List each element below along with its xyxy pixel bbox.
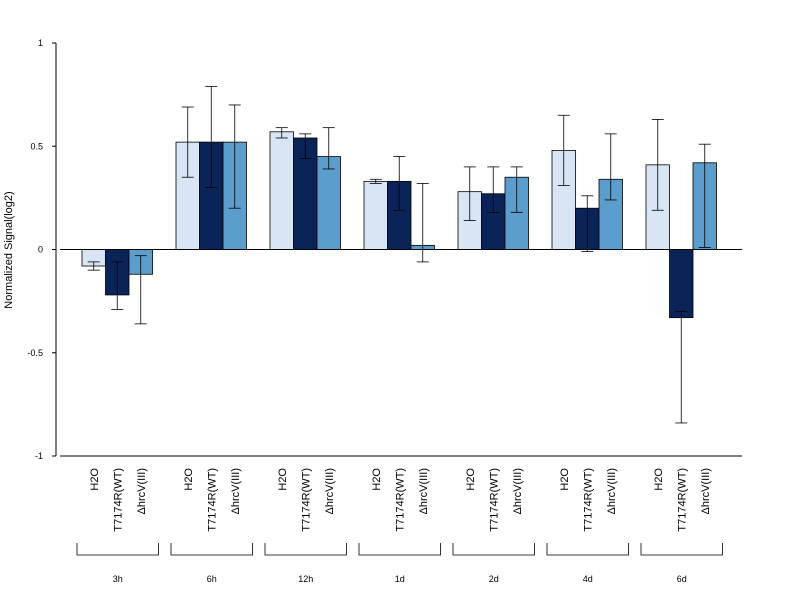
y-axis: 1 0.5 0 -0.5 -1: [27, 38, 57, 461]
bar-6d-1: [669, 249, 694, 319]
x-category-label: T7174R(WT): [394, 468, 406, 532]
group-label-1d: 1d: [395, 574, 405, 584]
y-tick-label: 0.5: [30, 141, 43, 151]
group-brackets: 3h 6h 12h 1d 2d 4d 6d: [76, 543, 723, 584]
error-bars: [87, 85, 711, 424]
x-category-label: ΔhrcV(III): [606, 468, 618, 514]
group-label-6h: 6h: [207, 574, 217, 584]
x-category-label: ΔhrcV(III): [230, 468, 242, 514]
bar-1d-0: [363, 180, 388, 250]
x-category-label: T7174R(WT): [488, 468, 500, 532]
x-category-label: ΔhrcV(III): [700, 468, 712, 514]
x-category-label: T7174R(WT): [112, 468, 124, 532]
group-label-3h: 3h: [113, 574, 123, 584]
x-category-label: T7174R(WT): [676, 468, 688, 532]
x-category-label: ΔhrcV(III): [324, 468, 336, 514]
x-category-label: T7174R(WT): [206, 468, 218, 532]
group-label-6d: 6d: [677, 574, 687, 584]
y-axis-label: Normalized Signal(log2): [3, 191, 15, 308]
bar-12h-2: [316, 156, 341, 250]
y-tick-label: -1: [35, 451, 43, 461]
zero-line: [60, 249, 742, 457]
group-label-12h: 12h: [298, 574, 313, 584]
x-category-label: T7174R(WT): [300, 468, 312, 532]
bar-12h-0: [269, 131, 294, 250]
group-bracket: [546, 543, 629, 556]
x-category-label: ΔhrcV(III): [136, 468, 148, 514]
group-bracket: [76, 543, 159, 556]
group-bracket: [640, 543, 723, 556]
x-category-label: H2O: [371, 468, 383, 491]
x-category-label: ΔhrcV(III): [512, 468, 524, 514]
x-category-label: H2O: [183, 468, 195, 491]
group-bracket: [358, 543, 441, 556]
y-tick-label: 1: [38, 38, 43, 48]
group-bracket: [452, 543, 535, 556]
group-bracket: [170, 543, 253, 556]
y-tick-label: -0.5: [27, 348, 43, 358]
x-category-label: H2O: [465, 468, 477, 491]
x-category-labels: H2O T7174R(WT) ΔhrcV(III) H2O T7174R(WT) Δhrc…: [89, 468, 712, 532]
group-label-4d: 4d: [583, 574, 593, 584]
group-bracket: [264, 543, 347, 556]
x-category-label: T7174R(WT): [582, 468, 594, 532]
y-tick-label: 0: [38, 245, 43, 255]
x-category-label: H2O: [653, 468, 665, 491]
x-category-label: H2O: [89, 468, 101, 491]
x-category-label: H2O: [559, 468, 571, 491]
x-category-label: ΔhrcV(III): [418, 468, 430, 514]
group-label-2d: 2d: [489, 574, 499, 584]
x-category-label: H2O: [277, 468, 289, 491]
